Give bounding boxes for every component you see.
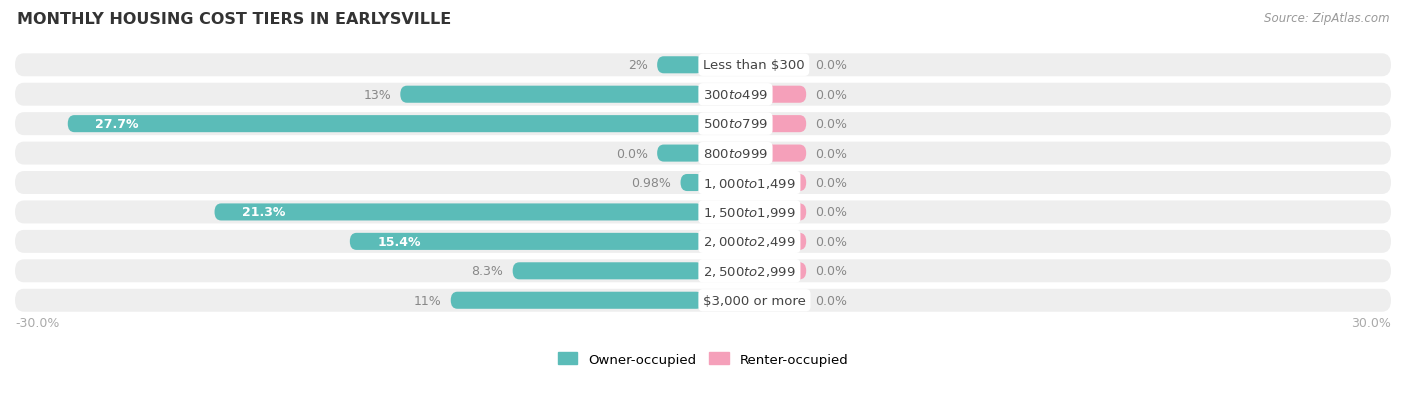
FancyBboxPatch shape [15, 201, 1391, 224]
FancyBboxPatch shape [703, 292, 806, 309]
FancyBboxPatch shape [215, 204, 703, 221]
FancyBboxPatch shape [703, 233, 806, 250]
FancyBboxPatch shape [15, 172, 1391, 195]
Text: MONTHLY HOUSING COST TIERS IN EARLYSVILLE: MONTHLY HOUSING COST TIERS IN EARLYSVILL… [17, 12, 451, 27]
Text: 15.4%: 15.4% [377, 235, 420, 248]
FancyBboxPatch shape [657, 57, 703, 74]
FancyBboxPatch shape [15, 54, 1391, 77]
Text: Less than $300: Less than $300 [703, 59, 804, 72]
Text: 0.0%: 0.0% [815, 235, 848, 248]
FancyBboxPatch shape [703, 57, 806, 74]
FancyBboxPatch shape [703, 263, 806, 280]
Text: 21.3%: 21.3% [242, 206, 285, 219]
FancyBboxPatch shape [703, 145, 806, 162]
FancyBboxPatch shape [657, 145, 703, 162]
FancyBboxPatch shape [703, 86, 806, 104]
Text: 2%: 2% [628, 59, 648, 72]
FancyBboxPatch shape [703, 204, 806, 221]
Text: 0.0%: 0.0% [616, 147, 648, 160]
Text: 30.0%: 30.0% [1351, 317, 1391, 330]
Text: 0.0%: 0.0% [815, 294, 848, 307]
Text: 13%: 13% [363, 88, 391, 102]
FancyBboxPatch shape [401, 86, 703, 104]
Text: 8.3%: 8.3% [471, 265, 503, 278]
Text: Source: ZipAtlas.com: Source: ZipAtlas.com [1264, 12, 1389, 25]
FancyBboxPatch shape [703, 175, 806, 192]
FancyBboxPatch shape [350, 233, 703, 250]
FancyBboxPatch shape [15, 230, 1391, 253]
FancyBboxPatch shape [15, 260, 1391, 282]
Text: 11%: 11% [413, 294, 441, 307]
Text: $3,000 or more: $3,000 or more [703, 294, 806, 307]
Text: 0.0%: 0.0% [815, 88, 848, 102]
Text: 27.7%: 27.7% [96, 118, 139, 131]
Text: 0.0%: 0.0% [815, 147, 848, 160]
FancyBboxPatch shape [451, 292, 703, 309]
Text: $2,000 to $2,499: $2,000 to $2,499 [703, 235, 796, 249]
FancyBboxPatch shape [15, 113, 1391, 136]
FancyBboxPatch shape [681, 175, 703, 192]
Text: $300 to $499: $300 to $499 [703, 88, 768, 102]
Text: $800 to $999: $800 to $999 [703, 147, 768, 160]
FancyBboxPatch shape [67, 116, 703, 133]
FancyBboxPatch shape [513, 263, 703, 280]
FancyBboxPatch shape [15, 142, 1391, 165]
FancyBboxPatch shape [15, 83, 1391, 107]
Text: $1,000 to $1,499: $1,000 to $1,499 [703, 176, 796, 190]
Text: 0.0%: 0.0% [815, 59, 848, 72]
Text: 0.0%: 0.0% [815, 118, 848, 131]
Text: 0.0%: 0.0% [815, 265, 848, 278]
FancyBboxPatch shape [15, 289, 1391, 312]
Text: 0.0%: 0.0% [815, 177, 848, 190]
Legend: Owner-occupied, Renter-occupied: Owner-occupied, Renter-occupied [553, 347, 853, 371]
Text: $1,500 to $1,999: $1,500 to $1,999 [703, 205, 796, 219]
FancyBboxPatch shape [703, 116, 806, 133]
Text: $2,500 to $2,999: $2,500 to $2,999 [703, 264, 796, 278]
Text: 0.98%: 0.98% [631, 177, 671, 190]
Text: -30.0%: -30.0% [15, 317, 59, 330]
Text: $500 to $799: $500 to $799 [703, 118, 768, 131]
Text: 0.0%: 0.0% [815, 206, 848, 219]
